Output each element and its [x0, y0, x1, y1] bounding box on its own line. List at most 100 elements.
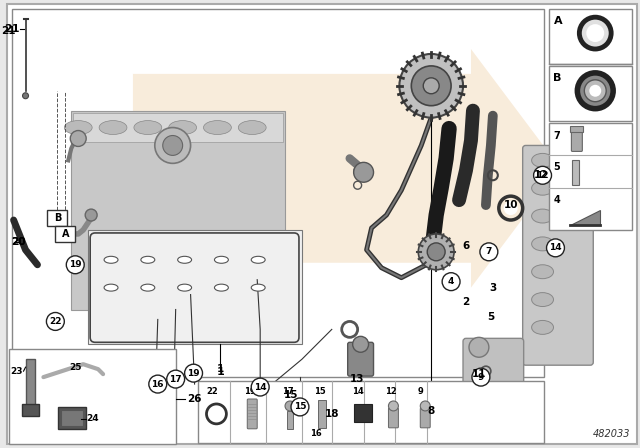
Text: 20: 20 — [12, 237, 26, 247]
Circle shape — [469, 337, 489, 357]
Ellipse shape — [238, 121, 266, 134]
Circle shape — [577, 73, 613, 109]
Text: 21: 21 — [1, 26, 15, 36]
Ellipse shape — [252, 256, 265, 263]
FancyBboxPatch shape — [22, 404, 40, 416]
Circle shape — [252, 378, 269, 396]
Circle shape — [423, 78, 439, 94]
Text: A: A — [554, 16, 562, 26]
Text: A: A — [61, 229, 69, 239]
Circle shape — [480, 243, 498, 261]
Circle shape — [579, 17, 611, 49]
Ellipse shape — [252, 284, 265, 291]
Text: 14: 14 — [549, 243, 562, 252]
Text: 15: 15 — [314, 387, 326, 396]
Circle shape — [412, 66, 451, 106]
Ellipse shape — [178, 284, 191, 291]
Text: 20: 20 — [12, 237, 26, 247]
Ellipse shape — [214, 284, 228, 291]
Text: 16: 16 — [152, 379, 164, 388]
Text: 12: 12 — [536, 171, 549, 180]
Circle shape — [47, 313, 64, 330]
Ellipse shape — [178, 256, 191, 263]
Text: 3: 3 — [489, 283, 497, 293]
Circle shape — [534, 166, 552, 184]
FancyBboxPatch shape — [61, 410, 83, 426]
Text: 9: 9 — [477, 373, 484, 382]
Circle shape — [472, 368, 490, 386]
Text: 19: 19 — [69, 260, 81, 269]
FancyBboxPatch shape — [548, 9, 632, 64]
FancyBboxPatch shape — [523, 146, 593, 365]
Ellipse shape — [532, 209, 554, 223]
FancyBboxPatch shape — [388, 408, 398, 428]
Circle shape — [442, 273, 460, 291]
FancyBboxPatch shape — [354, 404, 372, 422]
Ellipse shape — [104, 284, 118, 291]
Ellipse shape — [141, 284, 155, 291]
Text: 5: 5 — [487, 312, 495, 323]
Ellipse shape — [532, 153, 554, 167]
Text: 25: 25 — [69, 363, 81, 372]
Text: 15: 15 — [284, 390, 298, 400]
Text: 21: 21 — [4, 24, 20, 34]
Text: 6: 6 — [462, 241, 470, 251]
Circle shape — [354, 162, 374, 182]
FancyBboxPatch shape — [47, 210, 67, 226]
Text: 19: 19 — [188, 369, 200, 378]
Circle shape — [420, 401, 430, 411]
FancyBboxPatch shape — [88, 230, 302, 345]
Polygon shape — [570, 210, 600, 225]
Circle shape — [67, 256, 84, 274]
Circle shape — [388, 401, 398, 411]
Ellipse shape — [532, 181, 554, 195]
Text: 12: 12 — [385, 387, 397, 396]
Text: 17: 17 — [282, 387, 294, 396]
Circle shape — [399, 54, 463, 118]
Ellipse shape — [99, 121, 127, 134]
Text: 12: 12 — [534, 170, 548, 180]
Circle shape — [419, 234, 454, 270]
Text: 1: 1 — [216, 367, 224, 377]
FancyBboxPatch shape — [548, 123, 632, 230]
FancyBboxPatch shape — [548, 66, 632, 121]
Text: 482033: 482033 — [593, 429, 630, 439]
FancyBboxPatch shape — [26, 359, 35, 414]
Text: 26: 26 — [188, 394, 202, 404]
Circle shape — [167, 370, 184, 388]
FancyBboxPatch shape — [8, 349, 175, 444]
Text: 1: 1 — [217, 364, 224, 374]
Circle shape — [353, 336, 369, 352]
Circle shape — [22, 93, 29, 99]
Ellipse shape — [532, 237, 554, 251]
Circle shape — [285, 401, 295, 411]
Ellipse shape — [169, 121, 196, 134]
Circle shape — [504, 201, 518, 215]
Text: 4: 4 — [554, 195, 560, 205]
FancyBboxPatch shape — [58, 407, 86, 429]
Text: 5: 5 — [554, 162, 560, 172]
Circle shape — [589, 85, 601, 97]
FancyBboxPatch shape — [572, 128, 582, 151]
Circle shape — [547, 239, 564, 257]
Text: 15: 15 — [294, 402, 306, 411]
Text: 18: 18 — [324, 409, 339, 419]
Text: 9: 9 — [417, 387, 423, 396]
Ellipse shape — [64, 121, 92, 134]
Text: 14: 14 — [351, 387, 364, 396]
Circle shape — [163, 135, 182, 155]
FancyBboxPatch shape — [348, 342, 374, 376]
Ellipse shape — [532, 293, 554, 306]
Ellipse shape — [204, 121, 231, 134]
FancyBboxPatch shape — [570, 125, 583, 132]
Text: 2: 2 — [462, 297, 470, 306]
Circle shape — [70, 130, 86, 146]
Text: 24: 24 — [86, 414, 99, 423]
Circle shape — [155, 128, 191, 164]
Text: B: B — [54, 213, 61, 223]
Ellipse shape — [532, 320, 554, 334]
Text: 14: 14 — [254, 383, 266, 392]
Text: 16: 16 — [310, 429, 322, 438]
Ellipse shape — [141, 256, 155, 263]
Ellipse shape — [134, 121, 162, 134]
